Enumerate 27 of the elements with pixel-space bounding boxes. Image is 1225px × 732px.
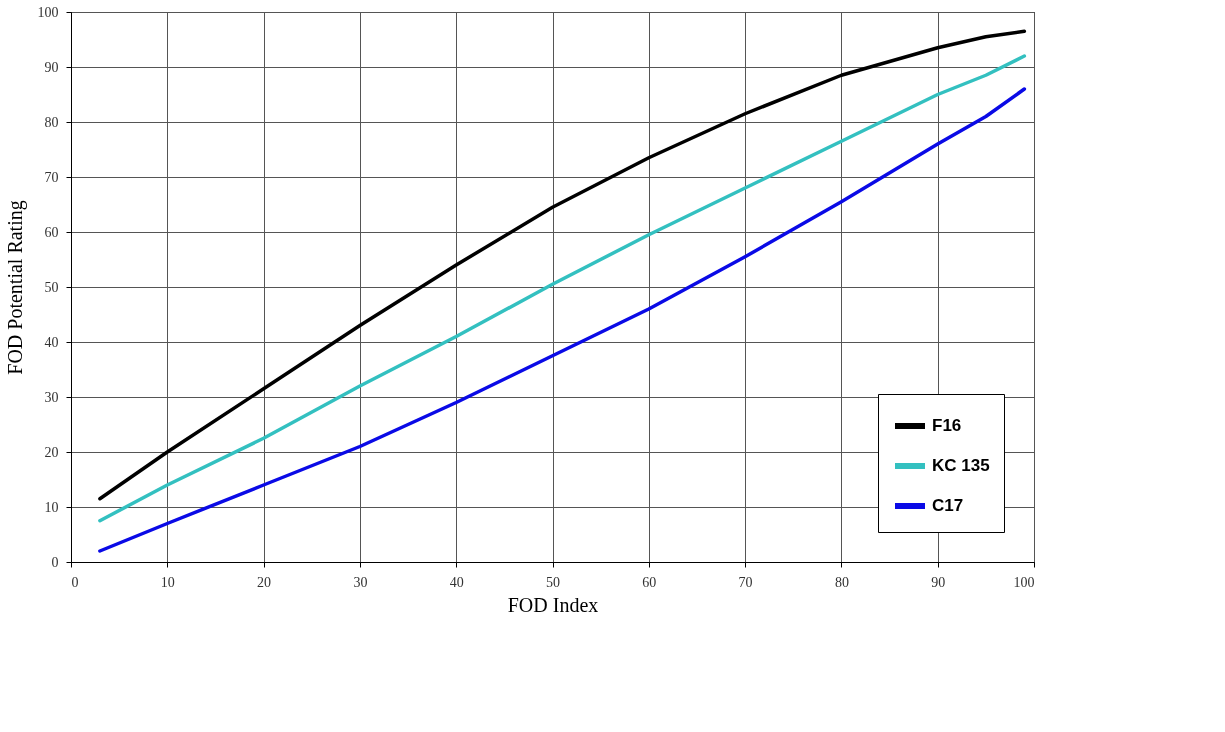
y-axis-title: FOD Potential Rating xyxy=(3,200,27,375)
x-tick-label: 50 xyxy=(546,574,560,590)
y-tick-label: 50 xyxy=(44,279,59,295)
y-tick-label: 60 xyxy=(44,224,59,240)
x-tick-label: 80 xyxy=(834,574,849,590)
x-tick-label: 40 xyxy=(449,574,464,590)
y-tick-label: 70 xyxy=(44,169,59,185)
legend-label: KC 135 xyxy=(932,456,990,475)
x-tick-label: 10 xyxy=(160,574,175,590)
x-tick-label: 90 xyxy=(931,574,946,590)
y-tick-label: 100 xyxy=(37,4,59,20)
legend-label: F16 xyxy=(932,416,962,435)
y-tick-label: 0 xyxy=(51,554,59,570)
y-tick-label: 80 xyxy=(44,114,59,130)
y-tick-label: 90 xyxy=(44,59,59,75)
x-tick-label: 100 xyxy=(1013,574,1035,590)
x-tick-label: 20 xyxy=(257,574,272,590)
x-tick-label: 60 xyxy=(642,574,657,590)
x-tick-label: 0 xyxy=(71,574,79,590)
legend-label: C17 xyxy=(932,496,964,515)
y-tick-label: 30 xyxy=(44,389,59,405)
x-tick-label: 30 xyxy=(353,574,368,590)
y-tick-label: 20 xyxy=(44,444,59,460)
y-tick-label: 40 xyxy=(44,334,59,350)
x-axis-title: FOD Index xyxy=(507,593,599,616)
x-tick-label: 70 xyxy=(738,574,753,590)
y-tick-label: 10 xyxy=(44,499,59,515)
